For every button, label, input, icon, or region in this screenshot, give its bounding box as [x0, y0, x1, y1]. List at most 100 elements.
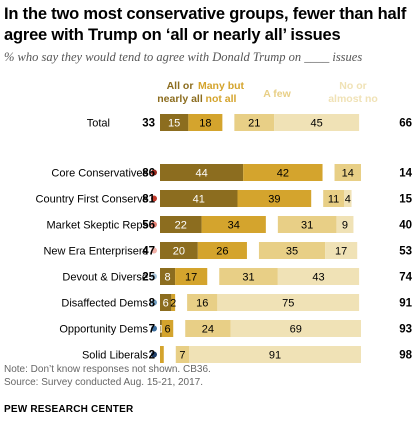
net-agree-value: 81: [142, 194, 155, 206]
bar-segment: [160, 114, 189, 131]
category-dot: [151, 195, 157, 202]
bar-value-label: 6: [163, 298, 169, 310]
category-label: New Era Enterprisers: [43, 246, 148, 258]
bar-segment: [175, 346, 190, 363]
net-agree-value: 8: [149, 298, 156, 310]
bar-value-label: 31: [242, 272, 254, 284]
category-label: Solid Liberals: [82, 350, 149, 362]
legend-label: No or: [339, 80, 366, 92]
category-dot: [151, 169, 157, 176]
bar-segment: [188, 114, 223, 131]
bar-value-label: 35: [286, 246, 298, 258]
net-agree-value: 47: [142, 246, 155, 258]
bar-value-label: 91: [269, 350, 281, 362]
legend-label: not all: [206, 93, 237, 105]
net-agree-value: 7: [149, 324, 155, 336]
category-label: Country First Conservs: [36, 194, 149, 206]
bar-value-label: 7: [179, 350, 185, 362]
bar-value-label: 2: [170, 298, 176, 310]
chart-subtitle: % who say they would tend to agree with …: [4, 50, 363, 64]
bar-segment: [189, 346, 361, 363]
bar-segment: [323, 190, 344, 207]
category-dot: [151, 247, 157, 254]
bar-segment: [343, 190, 352, 207]
bar-segment: [160, 268, 176, 285]
bar-value-label: 34: [228, 220, 240, 232]
bar-value-label: 69: [290, 324, 302, 336]
bar-value-label: 39: [268, 194, 280, 206]
pew-logo-text: PEW RESEARCH CENTER: [4, 404, 134, 415]
bar-segment: [160, 190, 238, 207]
legend-label: A few: [263, 88, 291, 100]
bar-segment: [171, 294, 176, 311]
bar-segment: [217, 294, 360, 311]
bar-value-label: 26: [216, 246, 228, 258]
bar-value-label: 24: [202, 324, 214, 336]
bar-segment: [201, 216, 266, 233]
bar-value-label: 21: [248, 118, 260, 130]
bar-segment: [243, 164, 323, 181]
bar-segment: [160, 242, 198, 259]
bar-segment: [219, 268, 278, 285]
bar-segment: [277, 216, 337, 233]
bar-value-label: 17: [185, 272, 197, 284]
net-disagree-value: 91: [399, 298, 412, 310]
bar-segment: [237, 190, 312, 207]
net-agree-value: 56: [142, 220, 155, 232]
bar-segment: [160, 294, 172, 311]
net-disagree-value: 15: [399, 194, 412, 206]
chart-title: In the two most conservative groups, few…: [4, 5, 407, 44]
legend-label: almost no: [328, 93, 378, 105]
bar-segment: [160, 346, 164, 363]
net-disagree-value: 14: [399, 168, 412, 180]
net-disagree-value: 66: [399, 118, 412, 130]
bar-value-label: 42: [277, 168, 289, 180]
legend-label: Many but: [198, 80, 245, 92]
bar-value-label: 15: [168, 118, 180, 130]
bar-value-label: 44: [195, 168, 207, 180]
category-dot: [151, 351, 157, 358]
net-agree-value: 25: [142, 272, 155, 284]
category-dot: [151, 273, 157, 280]
bar-segment: [185, 320, 231, 337]
footnote: Note: Don’t know responses not shown. CB…: [4, 364, 211, 375]
bar-value-label: 18: [199, 118, 211, 130]
bar-value-label: 6: [164, 324, 170, 336]
bar-segment: [175, 268, 208, 285]
category-dot: [151, 325, 157, 332]
bar-value-label: 4: [345, 194, 351, 206]
category-label: Core Conservatives: [51, 168, 148, 180]
bar-value-label: 41: [193, 194, 205, 206]
bar-segment: [325, 242, 358, 259]
category-label: Market Skeptic Reps: [47, 220, 149, 232]
net-agree-value: 2: [149, 350, 155, 362]
bar-segment: [274, 114, 360, 131]
net-agree-value: 33: [142, 118, 155, 130]
source-note: Source: Survey conducted Aug. 15-21, 201…: [4, 377, 204, 388]
category-dot: [151, 299, 157, 306]
category-label: Opportunity Dems: [59, 324, 148, 336]
bar-value-label: 75: [282, 298, 294, 310]
bar-segment: [160, 320, 162, 337]
legend-label: All or: [167, 80, 194, 92]
bar-segment: [160, 216, 202, 233]
net-disagree-value: 93: [399, 324, 412, 336]
bar-value-label: 22: [175, 220, 187, 232]
net-disagree-value: 53: [399, 246, 412, 258]
bar-segment: [197, 242, 247, 259]
bar-value-label: 16: [196, 298, 208, 310]
bar-segment: [336, 216, 354, 233]
bar-segment: [187, 294, 218, 311]
bar-value-label: 11: [328, 194, 339, 206]
bar-segment: [230, 320, 361, 337]
bar-value-label: 8: [164, 272, 170, 284]
category-label: Devout & Diverse: [62, 272, 148, 284]
bar-value-label: 1: [158, 324, 164, 336]
bar-value-label: 17: [335, 246, 347, 258]
bar-segment: [234, 114, 275, 131]
bar-value-label: 31: [301, 220, 313, 232]
category-label: Total: [87, 118, 110, 130]
bar-segment: [161, 320, 174, 337]
category-label: Disaffected Dems: [61, 298, 148, 310]
